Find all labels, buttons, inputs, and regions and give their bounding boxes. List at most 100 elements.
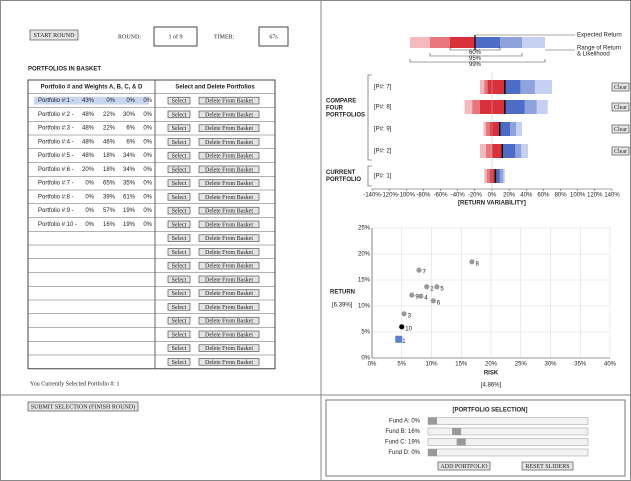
reset-sliders-button[interactable]: [521, 461, 574, 471]
select-button-label[interactable]: Select: [172, 264, 187, 270]
clear-button-label[interactable]: Clear: [614, 149, 627, 155]
delete-button[interactable]: [198, 193, 260, 201]
delete-button[interactable]: [198, 220, 260, 229]
point[interactable]: [430, 298, 436, 304]
delete-button[interactable]: [198, 234, 260, 242]
clear-button-label[interactable]: Clear: [614, 127, 627, 133]
select-button[interactable]: [167, 330, 191, 339]
select-button-label[interactable]: Select: [172, 167, 187, 173]
delete-button-label[interactable]: Delete From Basket: [205, 291, 253, 297]
point[interactable]: [416, 267, 422, 273]
portfolio-label[interactable]: Portfolio #:6 -: [38, 167, 74, 173]
portfolio-label[interactable]: Portfolio #:9 -: [38, 208, 74, 214]
delete-button-label[interactable]: Delete From Basket: [205, 332, 253, 338]
delete-button[interactable]: [198, 96, 260, 105]
delete-button[interactable]: [198, 289, 260, 297]
clear-button[interactable]: [611, 124, 630, 134]
select-button-label[interactable]: Select: [172, 332, 187, 338]
select-button-label[interactable]: Select: [172, 319, 187, 325]
slider-thumb[interactable]: [428, 449, 437, 456]
delete-button-label[interactable]: Delete From Basket: [205, 319, 253, 325]
delete-button[interactable]: [198, 151, 260, 160]
delete-button-label[interactable]: Delete From Basket: [205, 195, 253, 201]
select-button[interactable]: [167, 124, 191, 132]
point[interactable]: [409, 292, 415, 298]
delete-button[interactable]: [198, 330, 260, 339]
select-button-label[interactable]: Select: [172, 305, 187, 311]
select-button-label[interactable]: Select: [172, 126, 187, 132]
clear-button[interactable]: [611, 82, 630, 92]
point[interactable]: [424, 284, 430, 290]
delete-button-label[interactable]: Delete From Basket: [205, 360, 253, 366]
select-button-label[interactable]: Select: [172, 154, 187, 160]
select-button[interactable]: [167, 220, 191, 229]
submit-button-label[interactable]: SUBMIT SELECTION (FINISH ROUND): [31, 403, 135, 410]
select-button[interactable]: [167, 193, 191, 201]
delete-button[interactable]: [198, 165, 260, 174]
clear-button[interactable]: [611, 102, 630, 112]
delete-button-label[interactable]: Delete From Basket: [205, 167, 253, 173]
portfolio-label[interactable]: Portfolio #:2 -: [38, 112, 74, 118]
delete-button-label[interactable]: Delete From Basket: [205, 236, 253, 242]
select-button-label[interactable]: Select: [172, 250, 187, 256]
select-button[interactable]: [167, 165, 191, 174]
select-button[interactable]: [167, 151, 191, 160]
select-button-label[interactable]: Select: [172, 236, 187, 242]
delete-button-label[interactable]: Delete From Basket: [205, 140, 253, 146]
slider-thumb[interactable]: [452, 428, 462, 435]
delete-button-label[interactable]: Delete From Basket: [205, 250, 253, 256]
delete-button-label[interactable]: Delete From Basket: [205, 181, 253, 187]
point[interactable]: [469, 259, 475, 265]
select-button[interactable]: [167, 358, 191, 366]
slider-track[interactable]: [427, 448, 589, 457]
select-button-label[interactable]: Select: [172, 99, 187, 105]
delete-button-label[interactable]: Delete From Basket: [205, 154, 253, 160]
select-button[interactable]: [167, 179, 191, 187]
select-button[interactable]: [167, 206, 191, 215]
select-button-label[interactable]: Select: [172, 181, 187, 187]
select-button[interactable]: [167, 110, 191, 119]
clear-button-label[interactable]: Clear: [614, 85, 627, 91]
slider-track[interactable]: [427, 438, 589, 446]
portfolio-label[interactable]: Portfolio #:3 -: [38, 126, 74, 132]
select-button-label[interactable]: Select: [172, 222, 187, 228]
slider-thumb[interactable]: [428, 417, 437, 425]
select-button[interactable]: [167, 261, 191, 270]
delete-button[interactable]: [198, 110, 260, 119]
select-button[interactable]: [167, 303, 191, 311]
add-portfolio-button[interactable]: [437, 461, 491, 471]
delete-button-label[interactable]: Delete From Basket: [205, 99, 253, 105]
portfolio-label[interactable]: Portfolio #:1 -: [38, 98, 74, 104]
select-button[interactable]: [167, 234, 191, 242]
slider-thumb[interactable]: [456, 438, 466, 446]
delete-button[interactable]: [198, 138, 260, 146]
select-button[interactable]: [167, 344, 191, 352]
portfolio-label[interactable]: Portfolio #:4 -: [38, 139, 74, 145]
portfolio-label[interactable]: Portfolio #:8 -: [38, 194, 74, 200]
delete-button[interactable]: [198, 261, 260, 270]
select-button-label[interactable]: Select: [172, 195, 187, 201]
current-point[interactable]: [395, 335, 403, 343]
delete-button-label[interactable]: Delete From Basket: [205, 126, 253, 132]
delete-button[interactable]: [198, 275, 260, 284]
start-round-button[interactable]: [29, 29, 79, 41]
point[interactable]: [434, 284, 440, 290]
select-button[interactable]: [167, 248, 191, 256]
point[interactable]: [401, 311, 407, 317]
point[interactable]: [399, 324, 405, 330]
select-button-label[interactable]: Select: [172, 209, 187, 215]
portfolio-label[interactable]: Portfolio #:5 -: [38, 153, 74, 159]
reset-sliders-button-label[interactable]: RESET SLIDERS: [525, 464, 569, 470]
clear-button-label[interactable]: Clear: [614, 105, 627, 111]
slider-track[interactable]: [427, 417, 589, 425]
delete-button[interactable]: [198, 344, 260, 352]
clear-button[interactable]: [611, 146, 630, 156]
select-button[interactable]: [167, 289, 191, 297]
select-button[interactable]: [167, 138, 191, 146]
delete-button[interactable]: [198, 124, 260, 132]
slider-track[interactable]: [427, 427, 589, 436]
select-button[interactable]: [167, 316, 191, 325]
delete-button-label[interactable]: Delete From Basket: [205, 112, 253, 118]
delete-button-label[interactable]: Delete From Basket: [205, 209, 253, 215]
select-button-label[interactable]: Select: [172, 291, 187, 297]
